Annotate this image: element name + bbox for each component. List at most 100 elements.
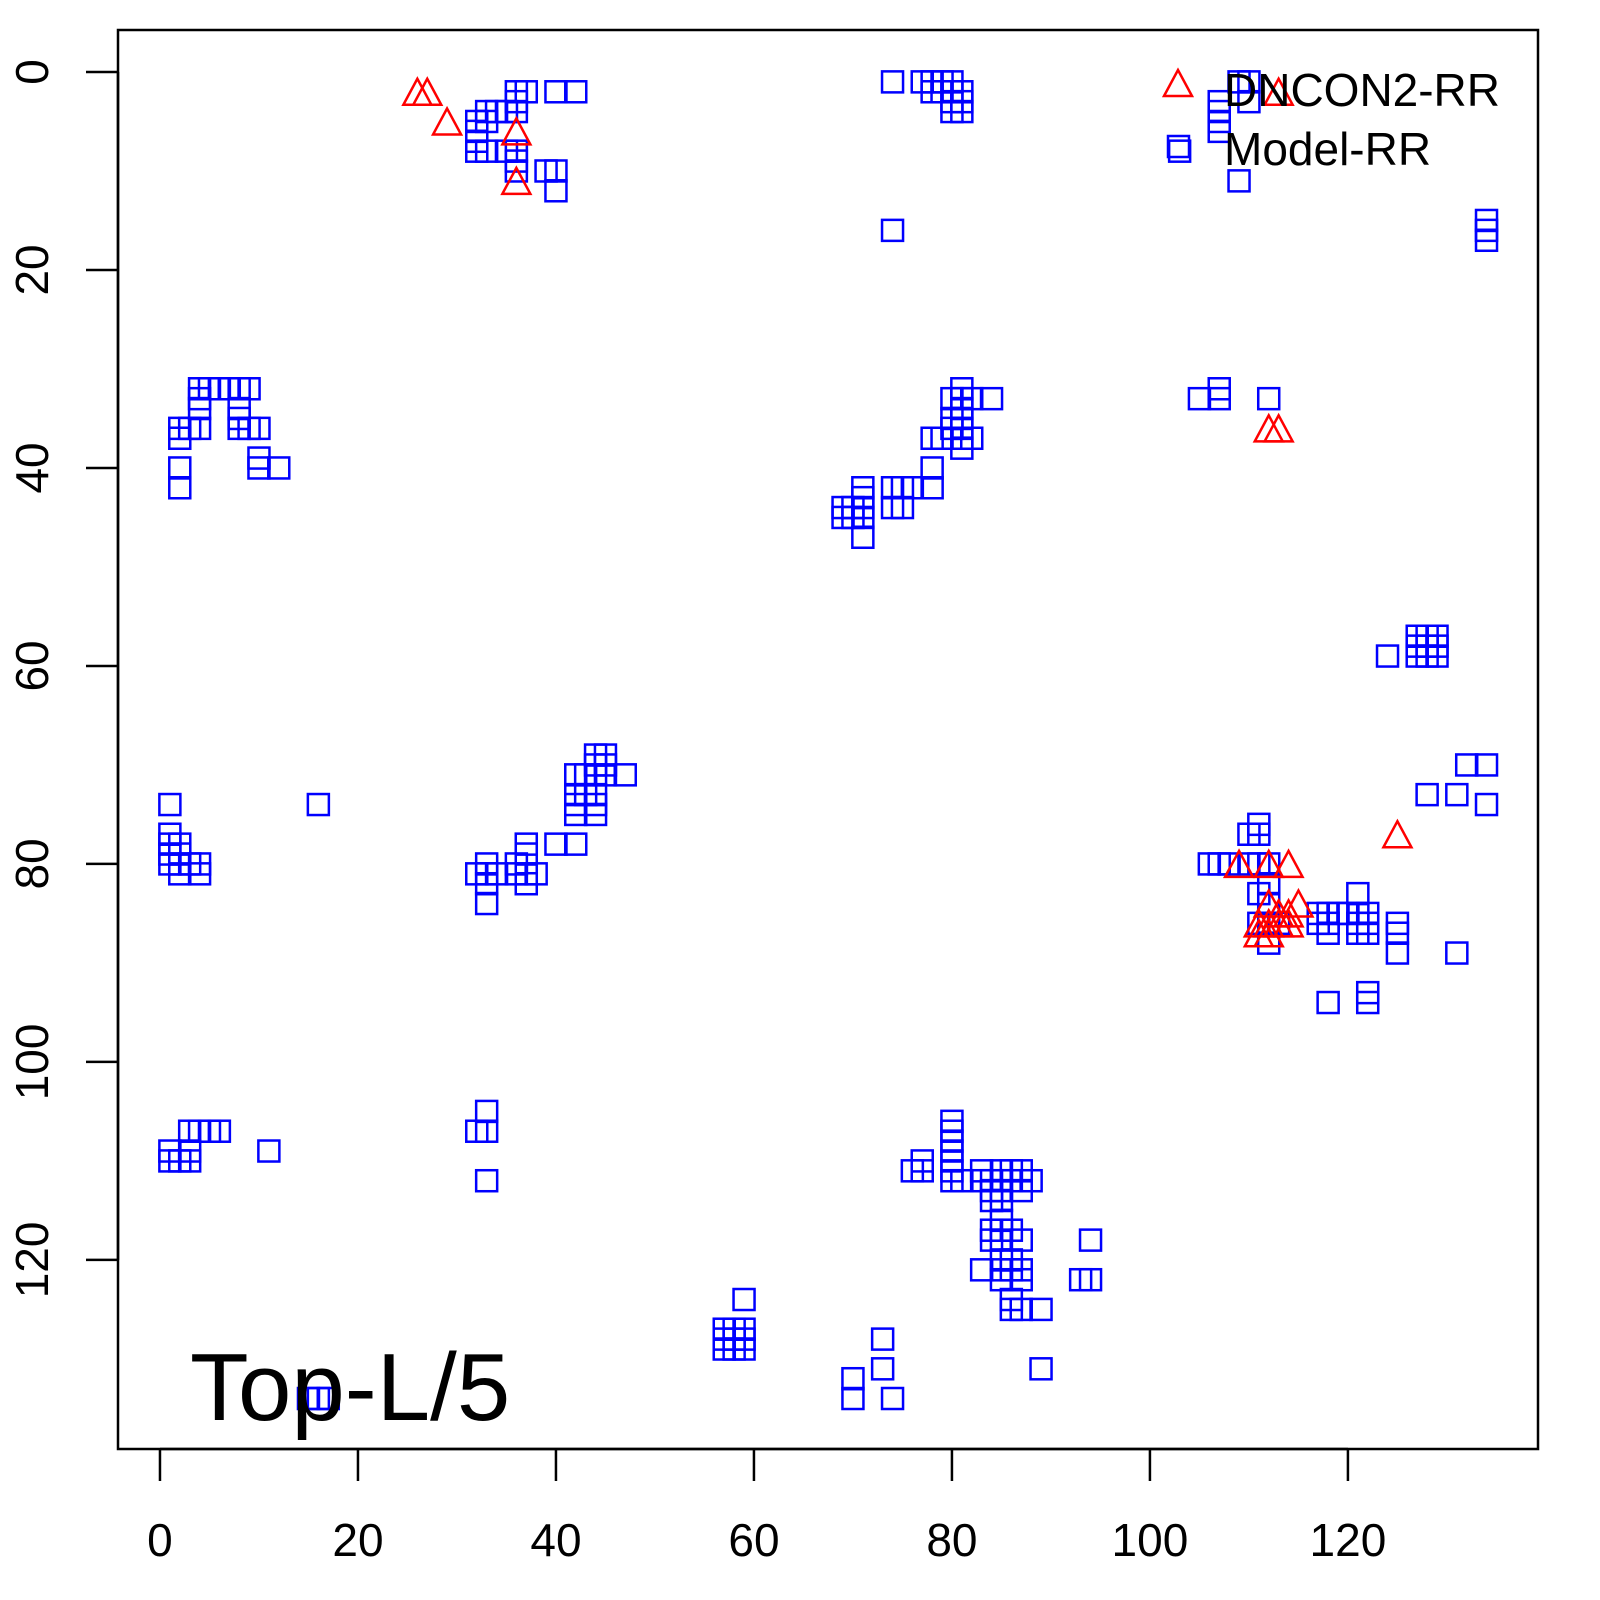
model-rr-point (1415, 782, 1439, 807)
model-rr-point (158, 792, 182, 817)
dncon2-rr-point (1252, 848, 1285, 879)
y-tick-label: 60 (6, 640, 58, 691)
model-rr-point (1078, 1267, 1103, 1292)
legend-label-model: Model-RR (1224, 123, 1431, 175)
dncon2-rr-point (1262, 412, 1295, 443)
model-rr-point (969, 1258, 994, 1282)
dncon2-rr-point (1282, 887, 1315, 918)
model-rr-point (247, 416, 271, 441)
legend-triangle-icon (1161, 67, 1195, 98)
model-rr-point (564, 832, 588, 856)
model-rr-point (1256, 386, 1281, 411)
model-rr-point (920, 456, 944, 480)
model-rr-point (267, 456, 291, 480)
model-rr-point (544, 832, 568, 856)
model-rr-point (870, 1327, 895, 1351)
model-rr-point (880, 218, 905, 243)
dncon2-rr-point (1262, 76, 1295, 107)
model-rr-point (950, 436, 974, 460)
model-rr-point (1355, 921, 1380, 945)
annotation-label: Top-L/5 (190, 1334, 510, 1441)
dncon2-rr-point (1272, 907, 1305, 938)
dncon2-rr-point (411, 76, 444, 107)
model-rr-point (1355, 990, 1380, 1015)
model-rr-point (544, 179, 568, 203)
model-rr-point (257, 1139, 281, 1163)
model-rr-point (880, 1386, 905, 1411)
y-tick-label: 0 (6, 59, 58, 85)
x-tick-label: 80 (926, 1514, 977, 1566)
x-axis: 0 20 40 60 80 100 120 (147, 1447, 1387, 1566)
y-tick-label: 20 (6, 244, 58, 295)
model-rr-point (1078, 1228, 1103, 1252)
model-rr-point (732, 1337, 756, 1361)
y-tick-label: 80 (6, 838, 58, 889)
model-rr-point (1207, 386, 1231, 411)
model-rr-point (1029, 1357, 1053, 1381)
model-rr-point (187, 862, 212, 886)
model-rr-point (177, 1149, 202, 1173)
model-rr-point (474, 1168, 499, 1193)
model-rr-point (950, 99, 974, 124)
model-rr-point (841, 1366, 865, 1391)
model-rr-point (564, 80, 588, 104)
y-tick-label: 100 (6, 1024, 58, 1101)
model-rr-point (910, 1159, 934, 1183)
x-tick-label: 20 (332, 1514, 383, 1566)
model-rr-point (1445, 782, 1469, 807)
model-rr-point (207, 1119, 232, 1143)
model-rr-point (613, 763, 638, 787)
dncon2-rr-point (1222, 848, 1256, 879)
model-rr-point (1425, 644, 1449, 668)
model-rr-point (168, 426, 192, 451)
model-rr-point (1237, 822, 1261, 846)
model-rr-point (583, 802, 608, 827)
model-rr-point (168, 456, 192, 480)
legend-label-dncon2: DNCON2-RR (1224, 64, 1500, 116)
x-tick-label: 0 (147, 1514, 173, 1566)
model-rr-point (316, 1386, 341, 1411)
dncon2-rr-point (1252, 412, 1285, 443)
model-rr-point (544, 80, 568, 104)
x-tick-label: 60 (728, 1514, 779, 1566)
model-rr-point (920, 476, 944, 500)
dncon2-rr-point (500, 115, 533, 146)
x-tick-label: 100 (1112, 1514, 1189, 1566)
model-rr-point (1167, 139, 1192, 163)
model-rr-point (979, 386, 1004, 411)
model-rr-point (1445, 941, 1469, 965)
model-rr-point (1474, 792, 1499, 817)
model-rr-point (306, 792, 331, 817)
x-tick-label: 120 (1310, 1514, 1387, 1566)
model-rr-point (890, 495, 915, 520)
model-rr-point (1256, 931, 1281, 955)
model-rr-point (1346, 881, 1370, 906)
model-rr-point (851, 525, 875, 550)
dncon2-rr-point (1242, 907, 1275, 938)
model-rr-point (1375, 644, 1400, 668)
dncon2-rr-point (1381, 818, 1414, 849)
model-rr-point (880, 70, 905, 94)
legend: DNCON2-RR Model-RR (1161, 64, 1500, 175)
model-rr-point (841, 1386, 865, 1411)
model-rr-point (1316, 990, 1340, 1015)
dncon2-rr-point (401, 76, 434, 107)
plot-frame (116, 28, 1540, 1451)
model-rr-point (1227, 169, 1251, 193)
model-rr-point (1474, 753, 1499, 777)
model-rr-point (1385, 941, 1410, 965)
y-tick-label: 120 (6, 1222, 58, 1299)
dncon2-rr-point (1272, 848, 1305, 879)
model-rr-point (474, 891, 499, 916)
model-rr-point (870, 1357, 895, 1381)
model-rr-point (732, 1287, 756, 1312)
model-rr-point (1454, 753, 1479, 777)
model-rr-point (1474, 228, 1499, 253)
model-rr-point (514, 871, 539, 896)
model-rr-point (1237, 89, 1261, 114)
x-tick-label: 40 (530, 1514, 581, 1566)
dncon2-rr-point (500, 165, 533, 196)
model-rr-point (474, 1099, 499, 1124)
